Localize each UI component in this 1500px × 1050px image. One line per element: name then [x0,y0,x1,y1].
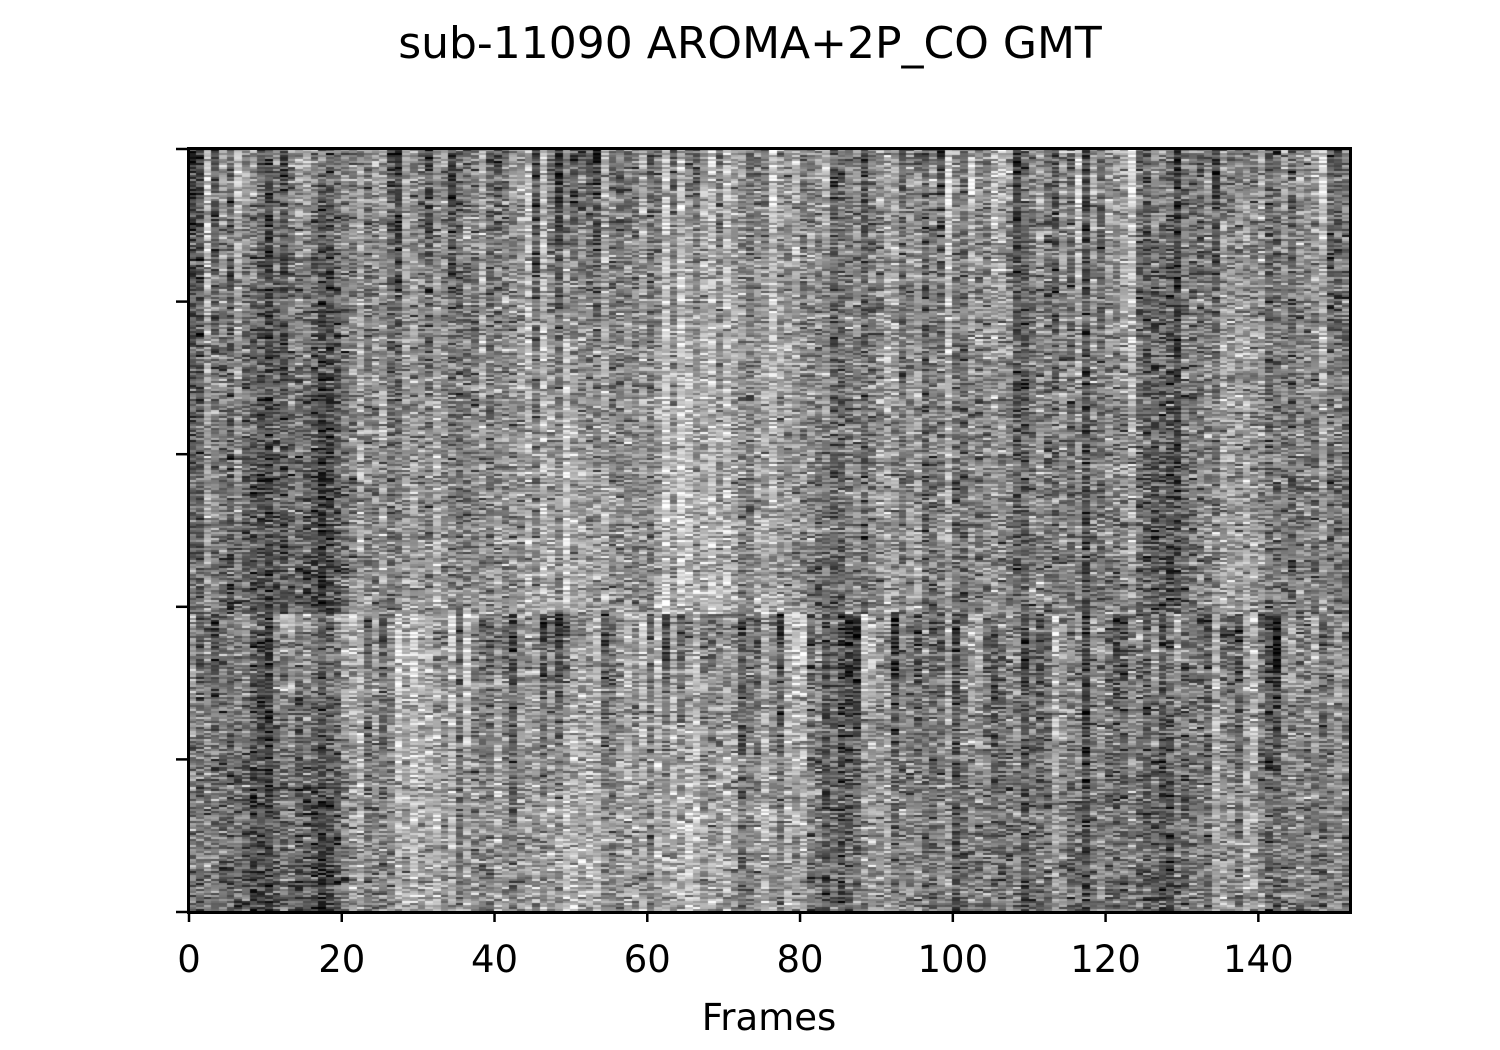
x-axis-label: Frames [702,996,837,1039]
x-tick-label: 80 [777,938,824,981]
carpet-heatmap [189,149,1350,912]
x-tick-label: 40 [471,938,518,981]
plot-frame [187,147,1352,914]
x-tick-label: 140 [1223,938,1294,981]
x-tick-label: 60 [624,938,671,981]
chart-title: sub-11090 AROMA+2P_CO GMT [398,18,1102,69]
x-tick-label: 0 [177,938,201,981]
x-tick-label: 20 [318,938,365,981]
y-axis-ticks [176,147,189,914]
x-axis-ticks: 0 20 40 60 80 100 120 140 [177,912,1294,981]
x-tick-label: 100 [918,938,989,981]
x-tick-label: 120 [1070,938,1141,981]
